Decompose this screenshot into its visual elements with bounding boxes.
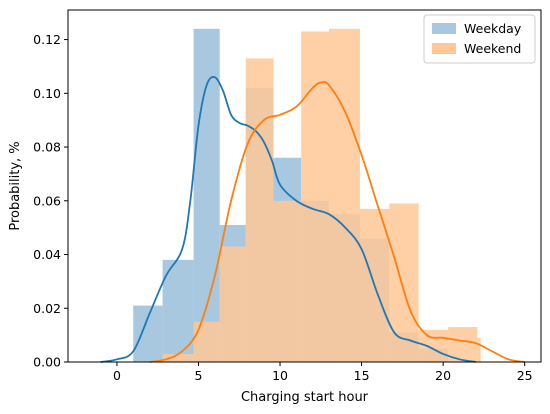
weekend-bar (193, 321, 220, 362)
y-tick-label: 0.04 (33, 247, 61, 262)
weekend-bar (448, 327, 478, 362)
weekday-legend-label: Weekday (464, 21, 522, 36)
weekday-bar (133, 305, 163, 362)
x-tick-label: 15 (354, 368, 370, 383)
weekend-legend-swatch (432, 43, 456, 54)
weekend-legend-label: Weekend (464, 41, 521, 56)
axes-frame (67, 9, 542, 363)
weekday-kde-line (100, 76, 476, 363)
weekend-bar (418, 329, 449, 362)
x-tick-label: 5 (195, 368, 203, 383)
weekend-bar (389, 203, 419, 362)
weekend-bar (477, 337, 481, 362)
y-tick-label: 0.02 (33, 301, 61, 316)
y-tick-label: 0.06 (33, 193, 61, 208)
y-tick-label: 0.12 (33, 32, 61, 47)
y-tick-label: 0.08 (33, 140, 61, 155)
y-tick-label: 0.00 (33, 355, 61, 370)
y-ticks: 0.00 0.02 0.04 0.06 0.08 0.10 0.12 (33, 32, 68, 370)
x-tick-label: 10 (272, 368, 288, 383)
kde-lines (100, 76, 525, 363)
x-tick-label: 25 (517, 368, 533, 383)
weekend-bar (245, 58, 274, 362)
weekend-bar (328, 28, 360, 362)
legend: Weekday Weekend (423, 14, 536, 64)
weekend-bar (273, 200, 302, 362)
x-ticks: 0 5 10 15 20 25 (113, 362, 533, 383)
weekend-kde-line (149, 80, 525, 363)
weekend-bar (162, 353, 194, 362)
x-tick-label: 0 (113, 368, 121, 383)
y-axis-label: Probability, % (8, 141, 23, 230)
x-tick-label: 20 (435, 368, 451, 383)
weekday-legend-swatch (432, 23, 456, 34)
weekend-bar (219, 246, 246, 362)
y-tick-label: 0.10 (33, 86, 61, 101)
x-axis-label: Charging start hour (241, 390, 369, 405)
weekend-bars (162, 28, 481, 362)
